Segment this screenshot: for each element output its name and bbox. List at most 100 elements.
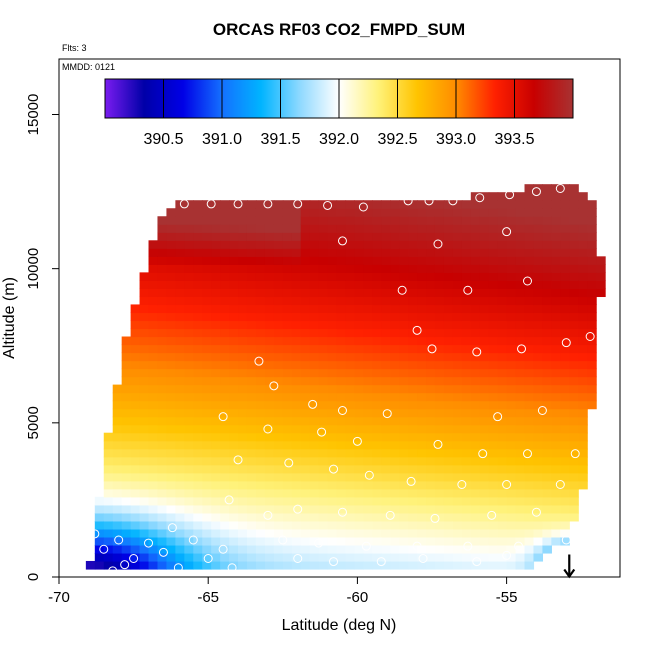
field-cell <box>327 416 338 426</box>
field-cell <box>175 536 185 546</box>
field-cell <box>578 448 588 458</box>
field-cell <box>524 288 535 298</box>
field-cell <box>470 488 481 498</box>
sample-point <box>99 544 109 554</box>
field-cell <box>515 536 526 546</box>
field-cell <box>291 400 302 410</box>
field-cell <box>291 392 302 402</box>
field-cell <box>569 504 579 514</box>
field-cell <box>390 464 400 474</box>
field-cell <box>479 480 490 490</box>
field-cell <box>264 216 275 225</box>
field-cell <box>220 336 230 346</box>
field-cell <box>542 416 552 426</box>
field-cell <box>246 320 257 330</box>
field-cell <box>452 384 463 394</box>
field-cell <box>255 440 266 450</box>
field-cell <box>381 520 391 530</box>
field-cell <box>426 216 436 225</box>
field-cell <box>291 328 302 338</box>
field-cell <box>452 336 463 346</box>
field-cell <box>246 416 257 426</box>
field-cell <box>291 440 302 450</box>
field-cell <box>327 520 338 530</box>
field-cell <box>381 336 391 346</box>
field-cell <box>515 456 526 466</box>
field-cell <box>488 280 499 289</box>
field-cell <box>175 280 185 289</box>
field-cell <box>282 480 293 490</box>
field-cell <box>479 448 490 458</box>
field-cell <box>461 256 472 265</box>
field-cell <box>551 416 561 426</box>
field-cell <box>220 296 230 306</box>
field-cell <box>479 272 490 281</box>
field-cell <box>434 536 445 546</box>
field-cell <box>309 240 320 249</box>
field-cell <box>390 456 400 466</box>
field-cell <box>381 496 391 506</box>
field-cell <box>345 320 356 330</box>
field-cell <box>282 432 293 442</box>
field-cell <box>121 464 132 474</box>
field-cell <box>417 352 427 362</box>
field-cell <box>318 560 329 570</box>
field-cell <box>443 480 454 490</box>
field-cell <box>461 512 472 522</box>
field-cell <box>157 360 168 370</box>
field-cell <box>264 344 275 354</box>
field-cell <box>533 504 544 514</box>
field-cell <box>166 272 176 281</box>
field-cell <box>255 288 266 298</box>
field-cell <box>255 200 266 209</box>
field-cell <box>157 480 168 490</box>
field-cell <box>426 368 436 378</box>
field-cell <box>443 320 454 330</box>
field-cell <box>103 464 114 474</box>
sample-point <box>403 196 413 206</box>
field-cell <box>300 312 311 322</box>
field-cell <box>461 352 472 362</box>
field-cell <box>238 352 248 362</box>
field-cell <box>524 496 535 506</box>
field-cell <box>434 368 445 378</box>
field-cell <box>524 416 535 426</box>
field-cell <box>211 264 221 273</box>
field-cell <box>345 216 356 225</box>
field-cell <box>166 312 176 322</box>
field-cell <box>399 424 409 434</box>
field-cell <box>551 520 561 530</box>
field-cell <box>282 504 293 514</box>
field-cell <box>184 360 194 370</box>
field-cell <box>408 528 418 538</box>
field-cell <box>220 544 230 554</box>
field-cell <box>193 440 203 450</box>
field-cell <box>363 240 373 249</box>
field-cell <box>578 384 588 394</box>
field-cell <box>112 480 123 490</box>
field-cell <box>148 504 159 514</box>
field-cell <box>282 440 293 450</box>
field-cell <box>318 368 329 378</box>
field-cell <box>381 208 391 217</box>
field-cell <box>309 544 320 554</box>
field-cell <box>112 520 123 530</box>
field-cell <box>184 448 194 458</box>
field-cell <box>452 320 463 330</box>
field-cell <box>175 400 185 410</box>
field-cell <box>246 256 257 265</box>
field-cell <box>255 560 266 570</box>
field-cell <box>551 248 561 257</box>
field-cell <box>461 248 472 257</box>
sample-point <box>263 424 273 434</box>
sample-point <box>463 541 473 551</box>
field-cell <box>578 264 588 273</box>
field-cell <box>596 288 606 298</box>
field-cell <box>112 392 123 402</box>
field-cell <box>157 408 168 418</box>
y-axis-label: Altitude (m) <box>1 277 18 359</box>
field-cell <box>390 328 400 338</box>
field-cell <box>273 248 284 257</box>
field-cell <box>282 368 293 378</box>
field-cell <box>560 496 570 506</box>
